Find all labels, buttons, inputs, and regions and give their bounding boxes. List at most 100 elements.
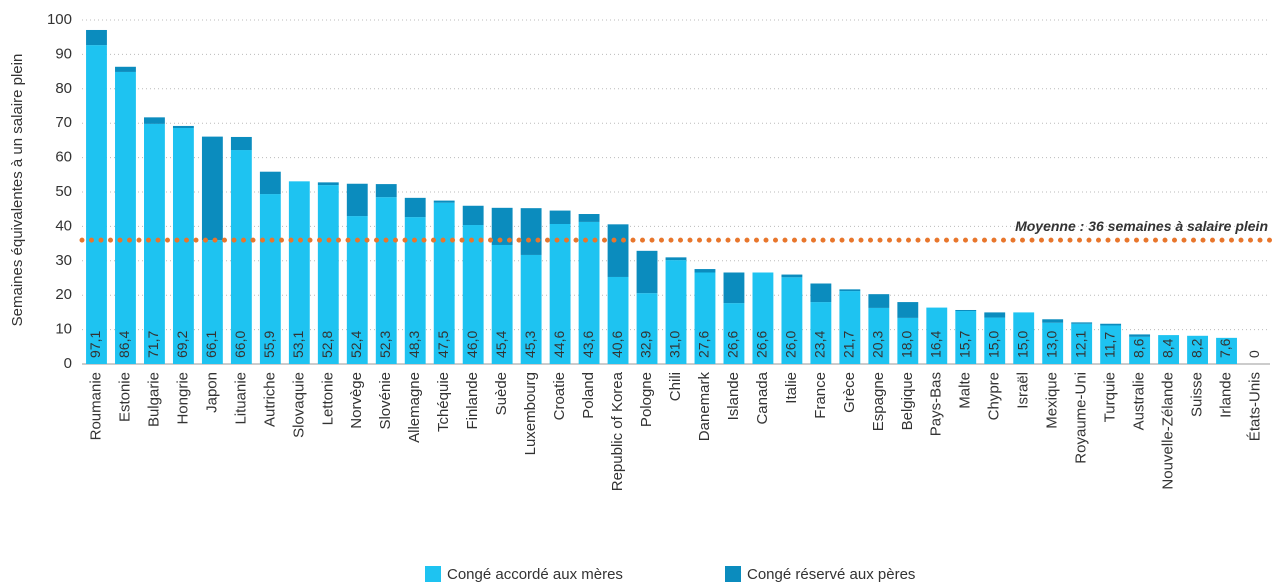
value-label: 15,0 [1014,331,1030,358]
bar-segment [636,250,658,294]
bar-segment [491,207,513,245]
x-tick-label: Chili [667,372,684,401]
value-label: 20,3 [870,331,886,358]
bar-segment [375,184,397,198]
bar-segment [549,210,571,224]
x-tick-label: France [812,372,829,419]
y-tick-label: 20 [55,286,72,303]
bar-segment [810,283,832,303]
value-label: 55,9 [261,331,277,358]
x-tick-label: Islande [725,372,742,420]
bar-segment [201,240,223,364]
bar-segment [694,269,716,273]
value-label: 45,3 [522,331,538,358]
x-tick-label: Allemagne [406,372,423,443]
x-tick-label: Roumanie [87,372,104,440]
x-tick-label: Danemark [696,372,713,442]
value-label: 26,0 [783,331,799,358]
bar-segment [1129,336,1151,364]
x-tick-label: Luxembourg [522,372,539,455]
x-tick-label: Republic of Korea [609,371,626,491]
x-tick-label: Japon [203,372,220,413]
bar-segment [1013,312,1035,364]
y-tick-label: 70 [55,114,72,131]
value-label: 26,6 [754,331,770,358]
bar-segment [144,117,165,124]
bar-segment [1187,335,1208,364]
bar-segment [462,205,484,226]
x-tick-label: Suisse [1189,372,1206,417]
value-label: 48,3 [406,331,422,358]
value-label: 97,1 [87,331,103,358]
x-tick-label: Pays-Bas [928,372,945,436]
x-tick-label: Turquie [1102,372,1119,422]
x-tick-label: Canada [754,371,771,424]
bar-segment [955,311,977,364]
x-tick-label: Estonie [116,372,133,422]
bar-segment [1129,334,1151,337]
bar-segment [868,294,890,308]
value-label: 0 [1246,350,1262,358]
value-label: 13,0 [1043,331,1059,358]
value-label: 52,4 [348,331,364,358]
bar-segment [462,225,484,364]
x-tick-label: Italie [783,372,800,404]
value-label: 15,0 [985,331,1001,358]
x-tick-label: Slovénie [377,372,394,430]
value-label: 7,6 [1217,338,1233,358]
y-tick-label: 40 [55,217,72,234]
value-label: 31,0 [667,331,683,358]
bar-segment [1158,335,1180,364]
bar-segment [317,185,339,364]
x-tick-label: Espagne [870,372,887,431]
x-tick-label: Israël [1015,372,1032,409]
bar-segment [781,277,803,364]
bar-segment [868,307,890,364]
bar-segment [665,257,687,261]
x-tick-label: Grèce [841,372,858,413]
x-tick-label: Finlande [464,372,481,430]
value-label: 52,3 [377,331,393,358]
value-label: 12,1 [1072,331,1088,358]
bar-segment [984,312,1006,318]
value-label: 66,0 [232,331,248,358]
bar-segment [578,214,600,222]
bar-segment [201,136,223,241]
value-label: 8,6 [1130,338,1146,358]
bar-segment [752,272,774,364]
y-tick-label: 100 [47,11,72,28]
bar-segment [404,197,426,218]
x-tick-label: Autriche [261,372,278,427]
x-tick-label: Suède [493,372,510,415]
bar-segment [578,221,600,364]
x-tick-label: Bulgarie [145,372,162,427]
bar-segment [1100,323,1122,326]
value-label: 21,7 [841,331,857,358]
x-tick-label: Malte [957,372,974,409]
bar-segment [607,276,629,364]
x-tick-label: Pologne [638,372,655,427]
bar-segment [1071,323,1093,364]
x-tick-label: Nouvelle-Zélande [1160,372,1177,490]
value-label: 45,4 [493,331,509,358]
bar-segment [1100,325,1122,364]
bar-segment [839,291,861,364]
bar-segment [346,216,368,364]
bar-segment [839,289,861,292]
legend-swatch [425,566,441,582]
bar-segment [810,302,832,364]
value-label: 44,6 [551,331,567,358]
bar-segment [520,254,542,364]
value-label: 66,1 [203,331,219,358]
legend-swatch [725,566,741,582]
value-label: 15,7 [956,331,972,358]
value-label: 16,4 [927,331,943,358]
bar-segment [86,45,107,364]
bar-segment [1042,319,1064,323]
bar-segment [1216,337,1237,364]
value-label: 18,0 [899,331,915,358]
y-tick-label: 0 [64,355,72,372]
bar-segment [230,136,252,151]
bar-segment [781,274,803,278]
value-label: 8,4 [1159,338,1175,358]
